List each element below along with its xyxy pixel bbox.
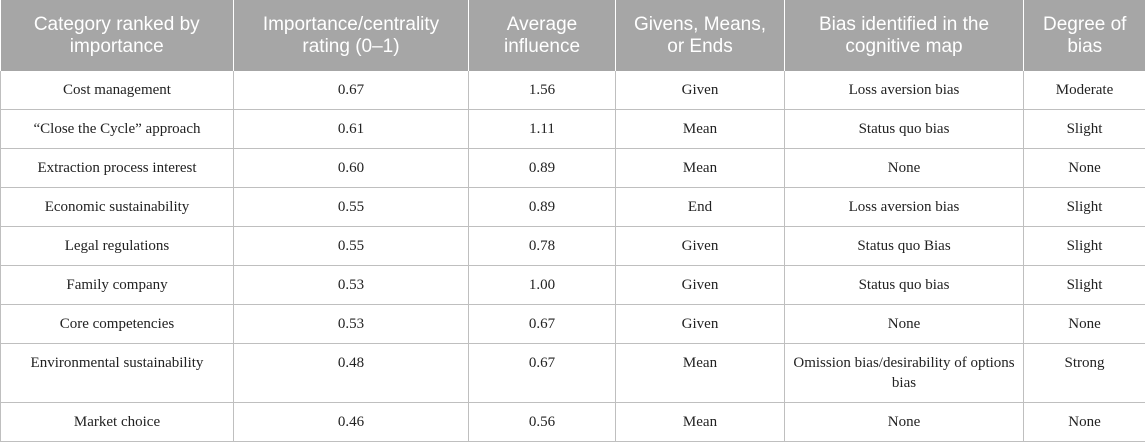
cell-importance: 0.67: [234, 71, 469, 110]
cell-average-influence: 1.00: [469, 266, 616, 305]
table-row: Economic sustainability 0.55 0.89 End Lo…: [1, 188, 1145, 227]
cell-degree: Slight: [1024, 110, 1145, 149]
cell-givens-means-ends: Mean: [616, 110, 785, 149]
cell-bias: None: [785, 305, 1024, 344]
cell-category: Cost management: [1, 71, 234, 110]
cell-degree: None: [1024, 149, 1145, 188]
cell-givens-means-ends: Mean: [616, 403, 785, 442]
cell-average-influence: 0.56: [469, 403, 616, 442]
cell-givens-means-ends: End: [616, 188, 785, 227]
cell-givens-means-ends: Given: [616, 227, 785, 266]
cell-givens-means-ends: Given: [616, 71, 785, 110]
header-category: Category ranked by importance: [1, 0, 234, 71]
cell-givens-means-ends: Given: [616, 266, 785, 305]
table-row: Market choice 0.46 0.56 Mean None None: [1, 403, 1145, 442]
cell-category: Core competencies: [1, 305, 234, 344]
cell-category: Economic sustainability: [1, 188, 234, 227]
cell-importance: 0.55: [234, 188, 469, 227]
cell-bias: None: [785, 149, 1024, 188]
cell-average-influence: 0.89: [469, 188, 616, 227]
cell-category: Market choice: [1, 403, 234, 442]
table-row: Family company 0.53 1.00 Given Status qu…: [1, 266, 1145, 305]
cell-bias: None: [785, 403, 1024, 442]
header-bias-identified: Bias identified in the cognitive map: [785, 0, 1024, 71]
cell-category: Environmental sustainability: [1, 344, 234, 403]
cell-givens-means-ends: Mean: [616, 149, 785, 188]
cell-bias: Loss aversion bias: [785, 188, 1024, 227]
cell-bias: Loss aversion bias: [785, 71, 1024, 110]
header-givens-means-ends: Givens, Means, or Ends: [616, 0, 785, 71]
cell-degree: Slight: [1024, 266, 1145, 305]
cell-degree: Slight: [1024, 188, 1145, 227]
header-degree-of-bias: Degree of bias: [1024, 0, 1145, 71]
cell-importance: 0.46: [234, 403, 469, 442]
cell-average-influence: 0.67: [469, 344, 616, 403]
header-row: Category ranked by importance Importance…: [1, 0, 1145, 71]
table-row: Environmental sustainability 0.48 0.67 M…: [1, 344, 1145, 403]
cell-bias: Omission bias/desirability of options bi…: [785, 344, 1024, 403]
cell-category: Legal regulations: [1, 227, 234, 266]
cell-category: Family company: [1, 266, 234, 305]
table-row: Legal regulations 0.55 0.78 Given Status…: [1, 227, 1145, 266]
cell-average-influence: 1.11: [469, 110, 616, 149]
cell-category: Extraction process interest: [1, 149, 234, 188]
cell-importance: 0.53: [234, 305, 469, 344]
cell-degree: None: [1024, 403, 1145, 442]
cell-bias: Status quo Bias: [785, 227, 1024, 266]
header-average-influence: Average influence: [469, 0, 616, 71]
cell-bias: Status quo bias: [785, 266, 1024, 305]
cell-degree: Strong: [1024, 344, 1145, 403]
cell-givens-means-ends: Mean: [616, 344, 785, 403]
cell-bias: Status quo bias: [785, 110, 1024, 149]
cell-average-influence: 1.56: [469, 71, 616, 110]
cell-degree: None: [1024, 305, 1145, 344]
table-row: Extraction process interest 0.60 0.89 Me…: [1, 149, 1145, 188]
header-importance: Importance/centrality rating (0–1): [234, 0, 469, 71]
cell-importance: 0.61: [234, 110, 469, 149]
cell-average-influence: 0.78: [469, 227, 616, 266]
cell-importance: 0.55: [234, 227, 469, 266]
table-row: Cost management 0.67 1.56 Given Loss ave…: [1, 71, 1145, 110]
cell-importance: 0.53: [234, 266, 469, 305]
cell-givens-means-ends: Given: [616, 305, 785, 344]
cell-importance: 0.48: [234, 344, 469, 403]
table-header: Category ranked by importance Importance…: [1, 0, 1145, 71]
cell-degree: Slight: [1024, 227, 1145, 266]
cell-category: “Close the Cycle” approach: [1, 110, 234, 149]
table-row: Core competencies 0.53 0.67 Given None N…: [1, 305, 1145, 344]
cell-degree: Moderate: [1024, 71, 1145, 110]
cell-importance: 0.60: [234, 149, 469, 188]
table-row: “Close the Cycle” approach 0.61 1.11 Mea…: [1, 110, 1145, 149]
cell-average-influence: 0.67: [469, 305, 616, 344]
cell-average-influence: 0.89: [469, 149, 616, 188]
table-body: Cost management 0.67 1.56 Given Loss ave…: [1, 71, 1145, 442]
